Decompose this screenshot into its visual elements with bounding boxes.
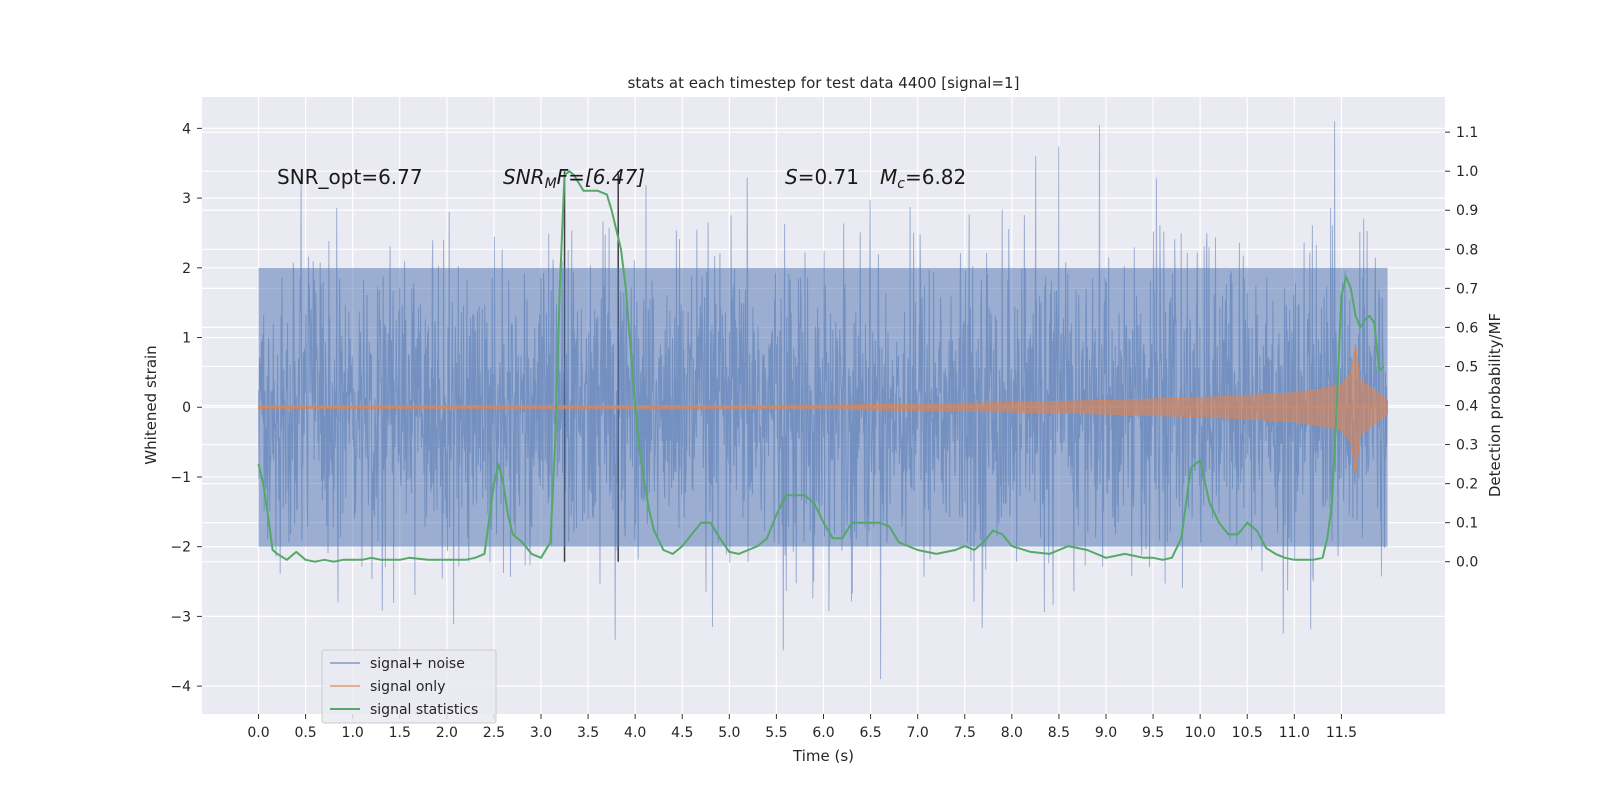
x-tick-label-20: 10.0	[1185, 725, 1216, 741]
annotation-snr-mf: SNRMF=[6.47]	[503, 165, 645, 192]
y-tick-label-4: 0	[182, 400, 191, 416]
y-tick-label-1: −3	[170, 609, 191, 625]
annotation-snr-mf-var: SNR	[503, 165, 545, 189]
y-axis-label: Whitened strain	[142, 345, 160, 464]
y2-tick-label-5: 0.5	[1456, 359, 1478, 375]
y2-axis-label: Detection probability/MF	[1486, 313, 1504, 497]
annotation-mc-sub: c	[897, 176, 905, 192]
annotation-s: S=0.71	[785, 165, 859, 189]
annotation-s-var: S	[785, 165, 798, 189]
signal-statistics-line	[257, 170, 1385, 563]
x-tick-label-8: 4.0	[624, 725, 646, 741]
x-tick-label-1: 0.5	[294, 725, 316, 741]
x-tick-label-4: 2.0	[436, 725, 458, 741]
x-tick-label-14: 7.0	[907, 725, 929, 741]
chart-title: stats at each timestep for test data 440…	[628, 74, 1020, 92]
x-tick-label-5: 2.5	[483, 725, 505, 741]
y2-axis-ticks: 0.0 0.1 0.2 0.3 0.4 0.5 0.6 0.7 0.8 0.9 1.0 1.1	[1445, 125, 1478, 571]
annotation-s-val: =0.71	[798, 165, 859, 189]
series-signal-statistics	[257, 170, 1385, 563]
x-tick-label-11: 5.5	[765, 725, 787, 741]
legend-label-signal-statistics: signal statistics	[370, 702, 478, 718]
y2-tick-label-7: 0.7	[1456, 281, 1478, 297]
annotation-snr-mf-sub: M	[545, 176, 557, 192]
y2-tick-label-8: 0.8	[1456, 242, 1478, 258]
y2-tick-label-6: 0.6	[1456, 320, 1478, 336]
legend: signal+ noise signal only signal statist…	[321, 649, 497, 724]
annotation-mc-var: M	[880, 165, 897, 189]
y2-tick-label-10: 1.0	[1456, 164, 1478, 180]
y-tick-label-5: 1	[182, 331, 191, 347]
legend-box	[321, 649, 497, 724]
y-tick-label-3: −1	[170, 470, 191, 486]
y-tick-label-7: 3	[182, 191, 191, 207]
x-tick-label-10: 5.0	[718, 725, 740, 741]
annotation-snr-mf-val: F=[6.47]	[557, 165, 645, 189]
x-tick-label-21: 10.5	[1232, 725, 1263, 741]
signal-only-envelope	[258, 344, 1388, 477]
x-axis-ticks: 0.0 0.5 1.0 1.5 2.0 2.5 3.0 3.5 4.0 4.5 5.0 5.5 6.0 6…	[247, 714, 1357, 741]
y-tick-label-2: −2	[170, 540, 191, 556]
x-tick-label-9: 4.5	[671, 725, 693, 741]
x-tick-label-22: 11.0	[1279, 725, 1310, 741]
annotation-mc-val: =6.82	[905, 165, 966, 189]
y2-tick-label-3: 0.3	[1456, 438, 1478, 454]
y2-tick-label-9: 0.9	[1456, 203, 1478, 219]
y2-tick-label-0: 0.0	[1456, 555, 1478, 571]
y2-tick-label-2: 0.2	[1456, 477, 1478, 493]
x-tick-label-2: 1.0	[342, 725, 364, 741]
y2-tick-label-1: 0.1	[1456, 516, 1478, 532]
legend-label-signal-only: signal only	[370, 679, 445, 695]
x-tick-label-19: 9.5	[1142, 725, 1164, 741]
y-tick-label-6: 2	[182, 261, 191, 277]
y-tick-label-0: −4	[170, 679, 191, 695]
x-tick-label-17: 8.5	[1048, 725, 1070, 741]
x-tick-label-0: 0.0	[247, 725, 269, 741]
x-tick-label-18: 9.0	[1095, 725, 1117, 741]
x-tick-label-13: 6.5	[859, 725, 881, 741]
x-tick-label-3: 1.5	[389, 725, 411, 741]
annotation-snr-opt: SNR_opt=6.77	[277, 165, 423, 189]
series-signal-only	[258, 344, 1388, 477]
x-tick-label-7: 3.5	[577, 725, 599, 741]
legend-label-signal-noise: signal+ noise	[370, 656, 465, 672]
x-tick-label-12: 6.0	[812, 725, 834, 741]
x-tick-label-16: 8.0	[1001, 725, 1023, 741]
y-tick-label-8: 4	[182, 121, 191, 137]
x-axis-label: Time (s)	[792, 747, 854, 765]
y2-tick-label-11: 1.1	[1456, 125, 1478, 141]
x-tick-label-6: 3.0	[530, 725, 552, 741]
x-tick-label-23: 11.5	[1326, 725, 1357, 741]
x-tick-label-15: 7.5	[954, 725, 976, 741]
y-axis-ticks: −4 −3 −2 −1 0 1 2 3 4	[170, 121, 202, 695]
y2-tick-label-4: 0.4	[1456, 399, 1478, 415]
annotation-mc: Mc=6.82	[880, 165, 966, 192]
